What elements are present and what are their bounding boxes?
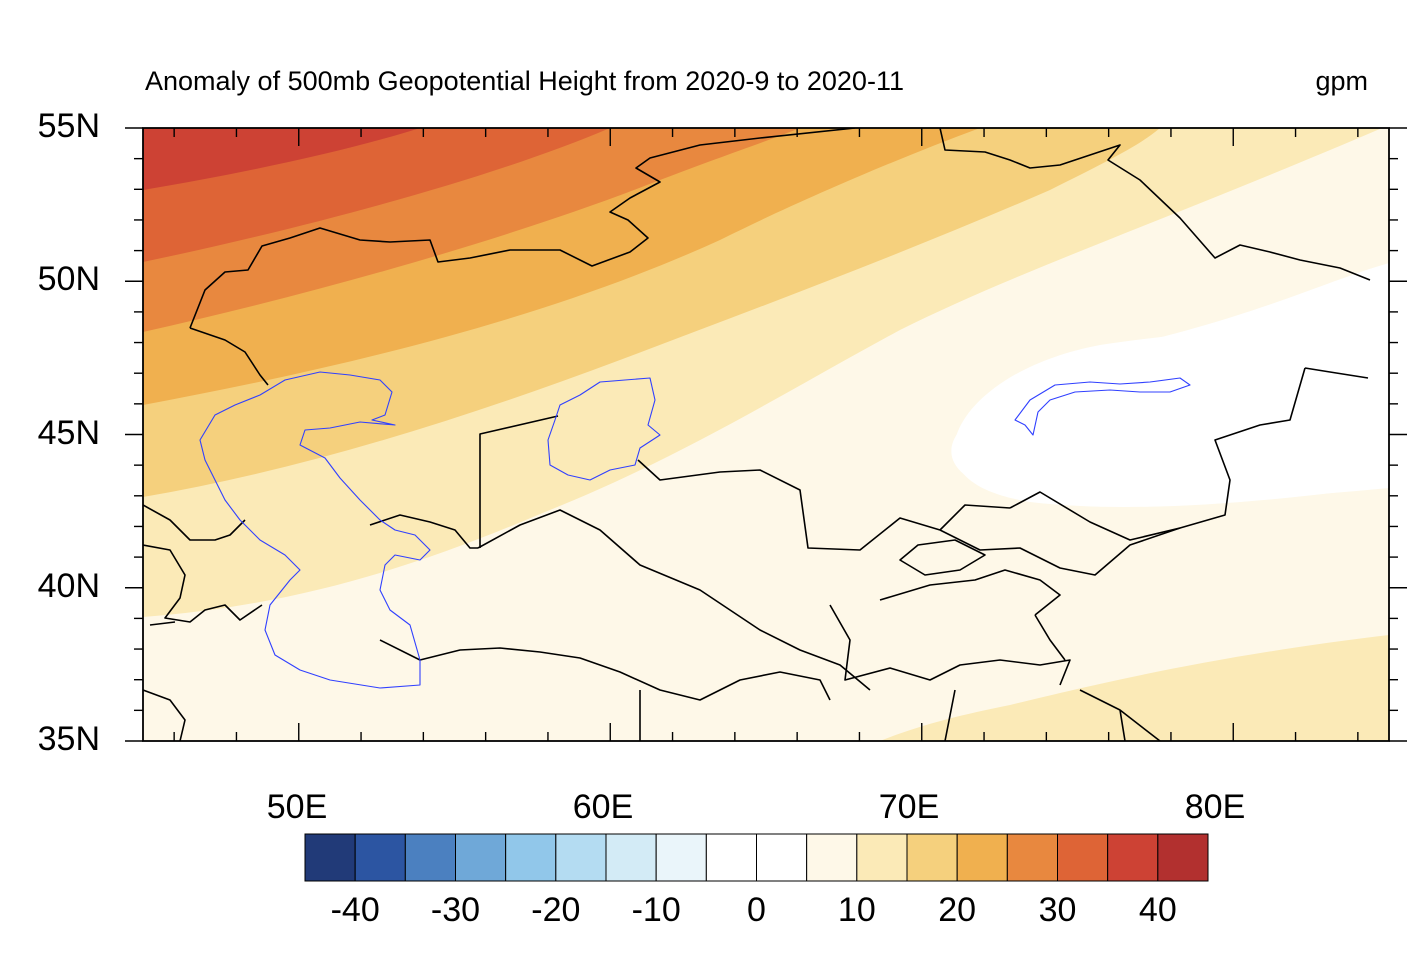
contour-5-10: [954, 320, 1389, 507]
colorbar-box: [404, 833, 457, 882]
colorbar-box: [856, 833, 908, 882]
kazakhstan-russia-border: [189, 128, 856, 329]
contour-35-40: [143, 128, 420, 190]
kazakhstan-northeast-border: [939, 128, 1371, 281]
lon-label-70e: 70E: [879, 788, 940, 826]
colorbar-label: 10: [838, 891, 876, 929]
colorbar-box: [1157, 833, 1209, 882]
colorbar-label: -10: [632, 891, 681, 929]
lon-label-60e: 60E: [573, 788, 634, 826]
colorbar-labels: -40 -30 -20 -10 0 10 20 30 40: [331, 891, 1177, 929]
axis-ticks: [125, 127, 1407, 742]
colorbar-label: 0: [747, 891, 766, 929]
fergana-valley-border: [899, 539, 986, 576]
colorbar-box: [505, 833, 557, 882]
colorbar-box: [956, 833, 1008, 882]
pakistan-afghan-border: [944, 689, 1161, 741]
caucasus-border: [143, 504, 263, 741]
lat-label-40n: 40N: [38, 567, 100, 605]
colorbar-box: [555, 833, 607, 882]
kazakhstan-china-border: [1009, 367, 1369, 541]
colorbar-label: -40: [331, 891, 380, 929]
colorbar-label: 40: [1139, 891, 1177, 929]
kara-bogaz-coast: [369, 514, 478, 549]
lat-label-55n: 55N: [38, 107, 100, 145]
russia-northwest-border: [189, 327, 269, 386]
colorbar-boxes: [304, 833, 1209, 882]
kyrgyzstan-tajikistan-border: [879, 569, 1061, 616]
colorbar-label: 30: [1039, 891, 1077, 929]
colorbar-box: [705, 833, 757, 882]
colorbar-box: [655, 833, 707, 882]
colorbar-box: [906, 833, 958, 882]
colorbar-box: [1057, 833, 1109, 882]
lat-label-45n: 45N: [38, 414, 100, 452]
colorbar-box: [605, 833, 657, 882]
colorbar-box: [756, 833, 808, 882]
aral-sea-outline: [547, 377, 661, 481]
colorbar-box: [304, 833, 356, 882]
colorbar-box: [354, 833, 406, 882]
uzbekistan-turkmenistan-border: [477, 509, 871, 691]
map-title: Anomaly of 500mb Geopotential Height fro…: [145, 66, 904, 96]
balkhash-lake-outline: [1014, 377, 1191, 436]
colorbar-label: 20: [938, 891, 976, 929]
inland-waters: [199, 371, 1191, 689]
kazakhstan-uzbekistan-border: [479, 415, 941, 551]
colorbar-box: [1107, 833, 1159, 882]
anomaly-field: [143, 128, 1389, 741]
map-frame: [125, 127, 1407, 742]
lat-label-35n: 35N: [38, 720, 100, 758]
country-borders: [143, 128, 1371, 741]
kazakhstan-kyrgyzstan-border: [939, 504, 1181, 576]
axis-labels: 55N 50N 45N 40N 35N 50E 60E 70E 80E: [38, 107, 1246, 826]
tajikistan-afghanistan-border: [829, 604, 1071, 686]
lat-label-50n: 50N: [38, 260, 100, 298]
turkmenistan-iran-border: [379, 639, 831, 741]
colorbar-box: [806, 833, 858, 882]
colorbar-box: [1006, 833, 1058, 882]
colorbar: -40 -30 -20 -10 0 10 20 30 40: [304, 833, 1209, 929]
contour-10-15-southeast: [880, 635, 1389, 741]
lon-label-80e: 80E: [1185, 788, 1246, 826]
colorbar-label: -20: [531, 891, 580, 929]
colorbar-box: [455, 833, 507, 882]
colorbar-label: -30: [431, 891, 480, 929]
units-label: gpm: [1315, 66, 1368, 96]
lon-label-50e: 50E: [267, 788, 328, 826]
caspian-sea-outline: [199, 371, 431, 689]
